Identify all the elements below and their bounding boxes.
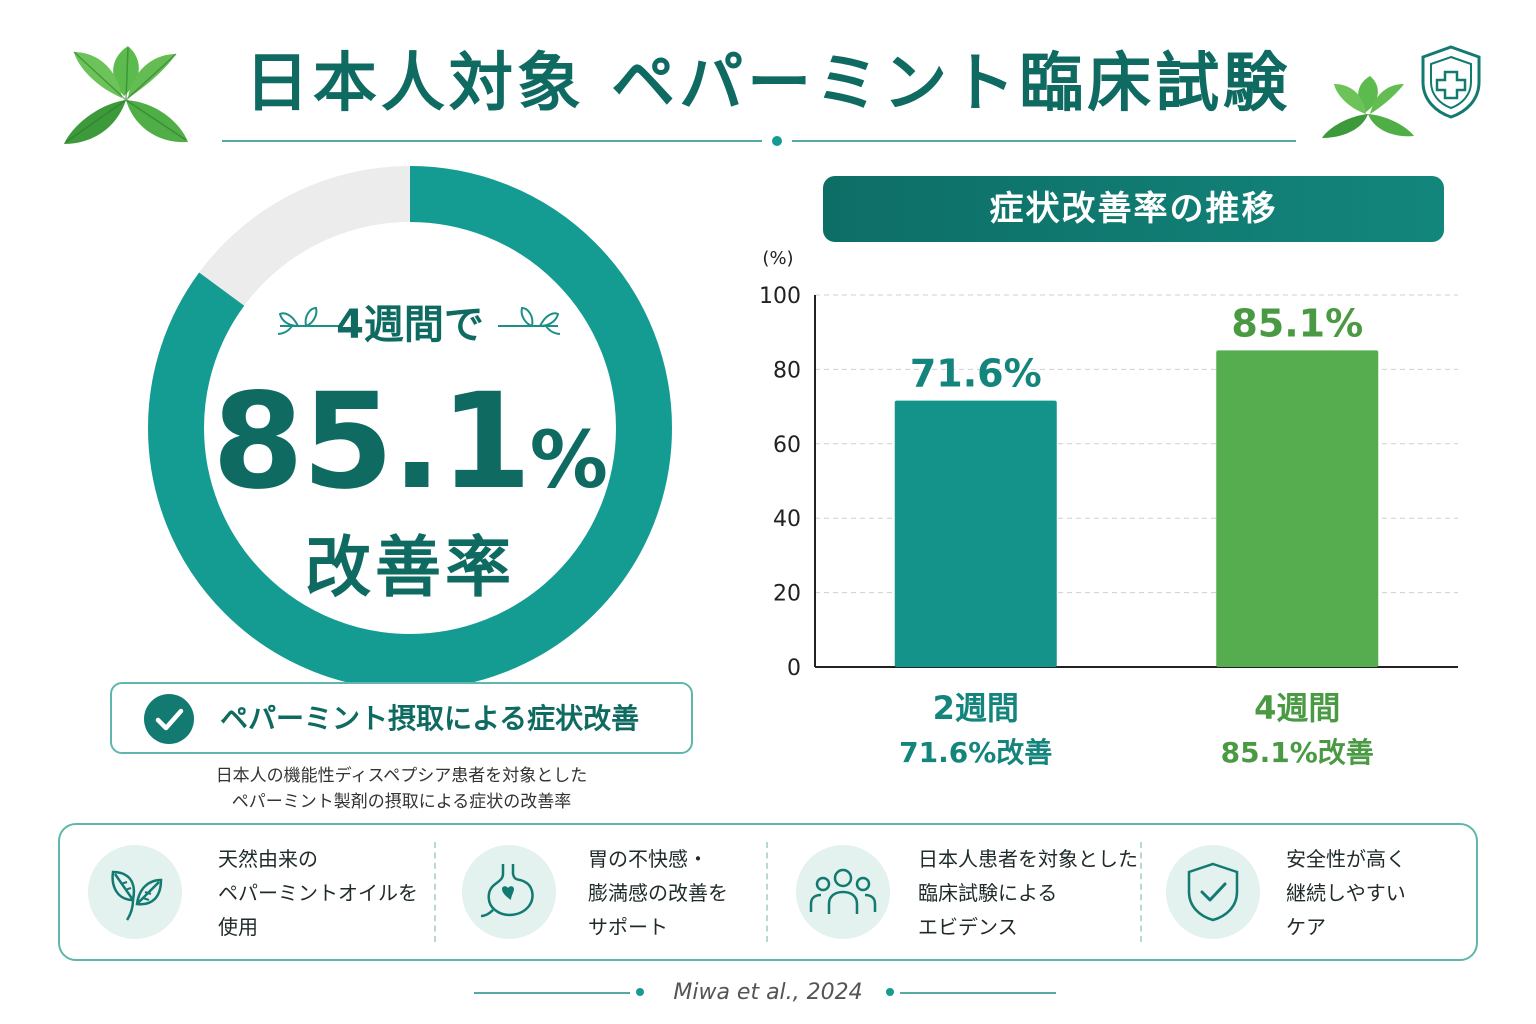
title-rule-left	[222, 140, 762, 142]
footer-dot-left	[636, 988, 644, 996]
sprig-right-icon	[498, 306, 561, 335]
x-tick-label: 4週間	[1254, 689, 1340, 727]
x-tick-label: 2週間	[933, 689, 1019, 727]
title-rule-right	[792, 140, 1296, 142]
y-tick-label: 20	[773, 582, 801, 607]
sprig-left-icon	[277, 306, 340, 335]
y-tick-label: 40	[773, 507, 801, 532]
feature-4-line-3: ケア	[1286, 915, 1326, 939]
check-circle-icon	[144, 694, 194, 744]
feature-1-line-1: 天然由来の	[218, 847, 318, 871]
mint-leaves-left-icon	[64, 46, 188, 144]
feature-1-text: 天然由来の ペパーミントオイルを 使用	[218, 842, 418, 944]
result-badge	[110, 682, 693, 754]
feature-1-line-2: ペパーミントオイルを	[218, 881, 418, 905]
bar	[894, 400, 1057, 667]
y-tick-label: 60	[773, 433, 801, 458]
result-badge-text: ペパーミント摂取による症状改善	[220, 702, 640, 735]
feature-3-text: 日本人患者を対象とした 臨床試験による エビデンス	[918, 842, 1138, 944]
study-note-line-1: 日本人の機能性ディスペプシア患者を対象とした	[215, 766, 588, 786]
feature-divider-2	[766, 842, 768, 942]
footer-rule-left	[474, 992, 630, 994]
people-icon	[796, 845, 890, 939]
feature-1-line-3: 使用	[218, 915, 258, 939]
bar-value-label: 85.1%	[1231, 301, 1363, 345]
ring-period-label: 4週間で	[336, 302, 484, 348]
ring-caption: 改善率	[305, 529, 515, 606]
bar	[1216, 350, 1379, 667]
feature-4-line-1: 安全性が高く	[1286, 847, 1406, 871]
shield-check-icon	[1166, 845, 1260, 939]
feature-2-text: 胃の不快感・ 膨満感の改善を サポート	[588, 842, 728, 944]
bar-caption: 71.6%改善	[899, 736, 1052, 769]
feature-divider-3	[1140, 842, 1142, 942]
feature-divider-1	[434, 842, 436, 942]
citation: Miwa et al., 2024	[673, 980, 863, 1005]
page-title: 日本人対象 ペパーミント臨床試験	[244, 47, 1292, 121]
leaf-icon	[88, 845, 182, 939]
y-axis-unit: (%)	[762, 248, 793, 269]
y-tick-label: 100	[759, 284, 801, 309]
footer-rule-right	[900, 992, 1056, 994]
bar-value-label: 71.6%	[910, 352, 1042, 396]
feature-4-text: 安全性が高く 継続しやすい ケア	[1286, 842, 1406, 944]
ring-value-number: 85.1	[212, 365, 532, 519]
feature-3-line-1: 日本人患者を対象とした	[918, 847, 1138, 871]
ring-value: 85.1%	[205, 372, 615, 512]
footer-dot-right	[886, 988, 894, 996]
feature-4-line-2: 継続しやすい	[1286, 881, 1406, 905]
mint-leaves-right-icon	[1322, 76, 1414, 138]
progress-ring-fill	[148, 166, 672, 690]
ring-value-unit: %	[529, 416, 608, 506]
title-rule-dot	[772, 136, 782, 146]
stomach-icon	[462, 845, 556, 939]
y-tick-label: 0	[787, 656, 801, 681]
progress-ring	[148, 166, 672, 690]
y-tick-label: 80	[773, 358, 801, 383]
feature-2-line-2: 膨満感の改善を	[588, 881, 728, 905]
feature-2-line-1: 胃の不快感・	[588, 847, 708, 871]
feature-3-line-3: エビデンス	[918, 915, 1018, 939]
chart-title: 症状改善率の推移	[823, 176, 1444, 242]
feature-3-line-2: 臨床試験による	[918, 881, 1058, 905]
study-note-line-2: ペパーミント製剤の摂取による症状の改善率	[231, 792, 572, 812]
bar-caption: 85.1%改善	[1221, 736, 1374, 769]
shield-plus-icon	[1421, 45, 1481, 119]
bar-chart: (%) 0 20 40 60 80 100 71.6% 2週間 71.6%改善 85.1% 4週間 8…	[759, 248, 1458, 769]
feature-2-line-3: サポート	[588, 915, 668, 939]
